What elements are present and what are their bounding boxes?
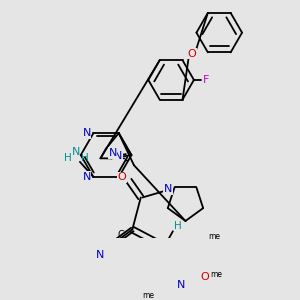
Text: me: me [142,291,154,300]
Text: N: N [82,172,91,182]
Text: O: O [201,272,209,282]
Text: O: O [118,172,127,182]
Text: me: me [210,270,222,279]
Text: F: F [202,75,209,85]
Text: H: H [81,153,89,164]
Text: O: O [188,49,197,59]
Text: C: C [117,230,124,240]
Text: N: N [109,148,117,158]
Text: H: H [174,221,182,231]
Text: N: N [82,128,91,138]
Text: N: N [164,184,172,194]
Text: N: N [72,147,81,157]
Text: me: me [208,232,220,242]
Text: N: N [96,250,104,260]
Text: N: N [114,151,122,161]
Text: H: H [64,153,72,164]
Text: N: N [177,280,185,290]
